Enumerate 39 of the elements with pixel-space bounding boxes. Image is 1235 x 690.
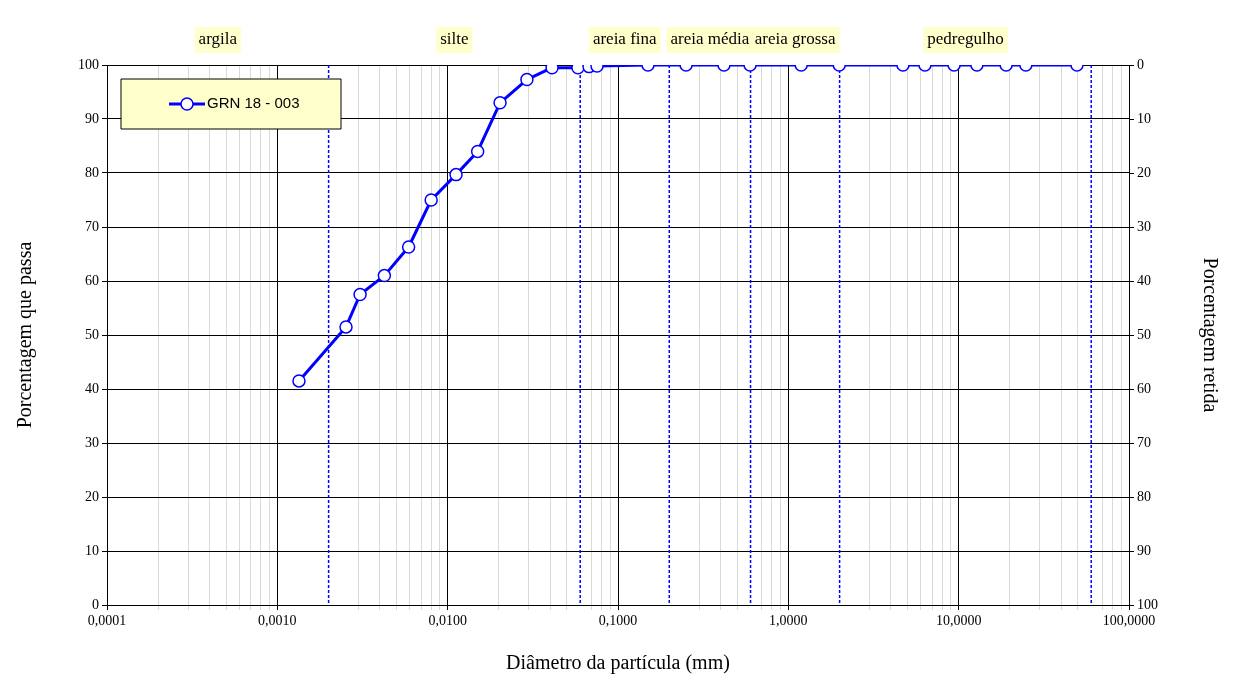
y2-tick-label: 70 [1137,434,1151,450]
x-tick-label: 0,1000 [598,613,638,629]
y2-tick-label: 60 [1137,380,1151,396]
text: areia média [670,29,750,49]
text: areia grossa [754,29,836,49]
y-tick-label: 80 [85,164,99,180]
y-tick-label: 60 [85,272,99,288]
y2-tick-label: 40 [1137,272,1151,288]
y2-tick-label: 30 [1137,218,1151,234]
y2-tick-label: 0 [1137,56,1144,72]
text: silte [440,29,469,49]
y2-tick-label: 50 [1137,326,1151,342]
y-tick-label: 10 [85,542,99,558]
text: areia fina [592,29,658,49]
x-tick-label: 10,0000 [935,613,982,629]
y-tick-label: 0 [92,596,99,612]
y2-tick-label: 20 [1137,164,1151,180]
y2-tick-label: 100 [1137,596,1158,612]
x-axis-title: Diâmetro da partícula (mm) [506,651,730,675]
text: argila [198,29,238,49]
x-tick-label: 0,0010 [258,613,297,629]
y2-tick-label: 80 [1137,488,1151,504]
y-tick-label: 90 [85,110,99,126]
y-axis-title: Porcentagem que passa [13,241,37,429]
x-tick-label: 100,0000 [1102,613,1156,629]
y-tick-label: 50 [85,326,99,342]
y-tick-label: 20 [85,488,99,504]
legend-label: GRN 18 - 003 [207,94,300,112]
y-tick-label: 100 [78,56,99,72]
x-tick-label: 0,0001 [87,613,127,629]
y2-tick-label: 90 [1137,542,1151,558]
y-tick-label: 70 [85,218,99,234]
text: pedregulho [927,29,1004,49]
x-tick-label: 1,0000 [769,613,808,629]
y-tick-label: 30 [85,434,99,450]
y2-tick-label: 10 [1137,110,1151,126]
y-tick-label: 40 [85,380,99,396]
y2-axis-title: Porcentagem retida [1198,257,1222,413]
x-tick-label: 0,0100 [428,613,467,629]
